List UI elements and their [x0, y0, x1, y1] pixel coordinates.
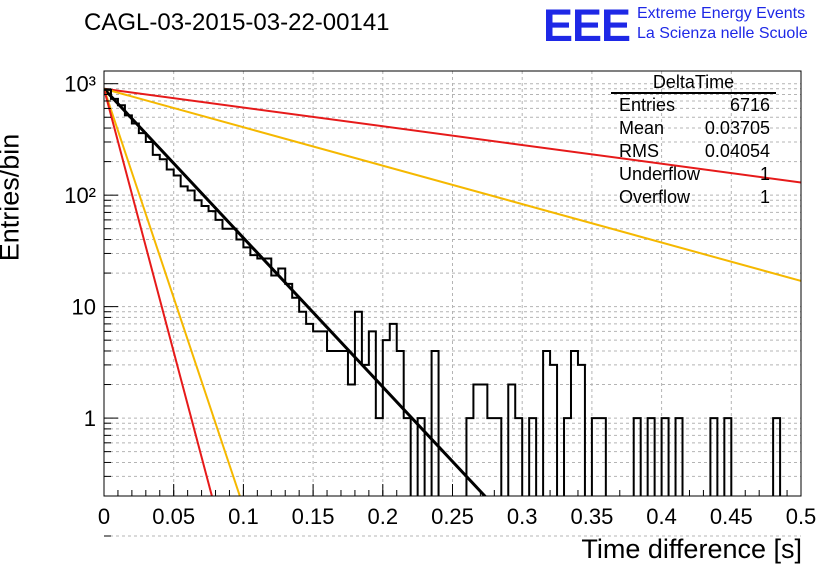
histogram-outline	[104, 88, 782, 496]
x-tick-label: 0.45	[710, 504, 753, 529]
x-tick-label: 0.5	[786, 504, 817, 529]
logo-line-1: Extreme Energy Events	[637, 5, 806, 22]
y-tick-label: 1	[84, 406, 96, 431]
x-tick-label: 0.1	[228, 504, 259, 529]
stats-row: Mean 0.03705	[611, 117, 776, 140]
stats-value: 0.03705	[704, 118, 770, 138]
x-tick-label: 0.2	[368, 504, 399, 529]
stats-row: RMS 0.04054	[611, 140, 776, 163]
stats-box: DeltaTime Entries 6716 Mean 0.03705 RMS 0.0…	[611, 72, 776, 209]
x-tick-label: 0.05	[152, 504, 195, 529]
y-tick-label: 10³	[64, 72, 96, 97]
stats-row: Overflow 1	[611, 186, 776, 209]
fit-line	[104, 88, 213, 496]
stats-label: Overflow	[619, 187, 691, 207]
stats-value: 6716	[729, 95, 770, 115]
x-tick-label: 0.3	[507, 504, 538, 529]
stats-row: Underflow 1	[611, 163, 776, 186]
fit-line	[104, 87, 487, 496]
y-axis-label: Entries/bin	[0, 133, 25, 262]
y-tick-label: 10	[72, 295, 96, 320]
x-axis-label: Time difference [s]	[581, 534, 802, 564]
histogram-bars	[104, 88, 782, 496]
fit-line	[104, 88, 241, 496]
logo-line-2: La Scienza nelle Scuole	[637, 25, 808, 42]
y-tick-label: 10²	[64, 183, 96, 208]
stats-label: Entries	[619, 95, 676, 115]
axis-ticks: 0 0.05 0.1 0.15 0.2 0.25 0.3 0.35 0.4 0.45 0.5 1 10 1…	[64, 72, 817, 537]
chart-title: CAGL-03-2015-03-22-00141	[84, 9, 390, 36]
eee-logo: EEE	[543, 0, 631, 51]
stats-label: RMS	[619, 141, 659, 161]
stats-label: Mean	[619, 118, 665, 138]
x-tick-label: 0.15	[292, 504, 335, 529]
stats-row: Entries 6716	[611, 94, 776, 117]
fit-line	[104, 87, 801, 282]
x-tick-label: 0.25	[431, 504, 474, 529]
stats-label: Underflow	[619, 164, 701, 184]
stats-value: 1	[759, 164, 770, 184]
x-tick-label: 0.35	[570, 504, 613, 529]
fit-line	[104, 87, 801, 184]
stats-title: DeltaTime	[611, 72, 776, 94]
stats-value: 1	[759, 187, 770, 207]
x-tick-label: 0	[98, 504, 110, 529]
stats-value: 0.04054	[704, 141, 770, 161]
x-tick-label: 0.4	[646, 504, 677, 529]
fit-lines	[104, 87, 801, 496]
